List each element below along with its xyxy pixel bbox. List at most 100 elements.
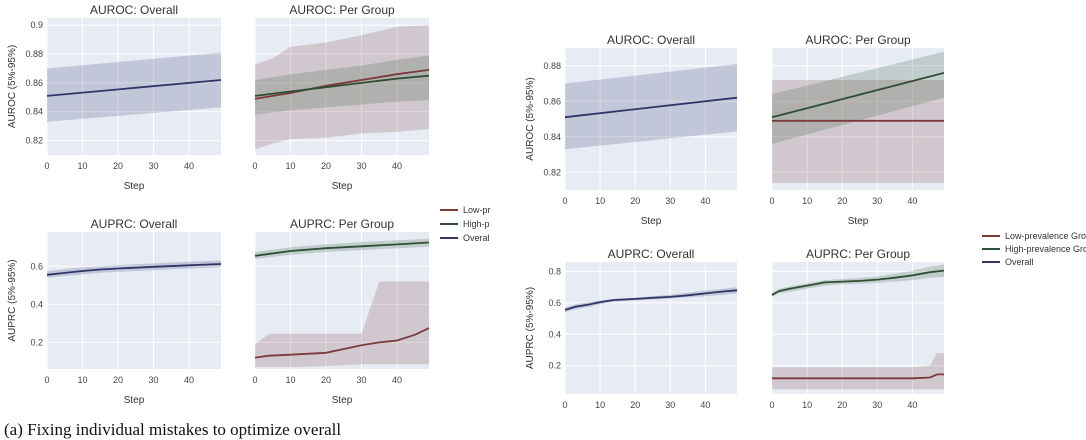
panel-7-title: AUPRC: Overall xyxy=(608,247,695,261)
panel-3-x-tick-label: 0 xyxy=(44,375,49,385)
panel-6-x-axis-label: Step xyxy=(848,216,869,227)
panel-2-line-low-pr xyxy=(254,69,430,100)
panel-1-x-axis-label: Step xyxy=(124,181,145,192)
panel-3-x-tick-label: 20 xyxy=(113,375,123,385)
panel-7-plot-area xyxy=(565,262,737,394)
panel-3-band-overall xyxy=(47,260,221,278)
panel-1-y-tick-label: 0.82 xyxy=(25,136,43,146)
panel-4-x-tick-label: 20 xyxy=(321,375,331,385)
panel-8-line-low-prevalence-group xyxy=(772,373,944,380)
panel-4-x-tick-label: 40 xyxy=(392,375,402,385)
panel-4-x-tick-label: 10 xyxy=(286,375,296,385)
panel-3-title: AUPRC: Overall xyxy=(91,217,178,231)
panel-4-plot-area xyxy=(255,232,429,369)
panel-2-x-tick-label: 0 xyxy=(252,161,257,171)
panel-4-band-low-pr xyxy=(255,281,429,368)
panel-7-y-tick-label: 0.2 xyxy=(548,361,561,371)
panel-1-y-tick-label: 0.9 xyxy=(30,20,43,30)
panel-7-y-axis-label: AUPRC (5%-95%) xyxy=(525,287,536,369)
panel-8-x-tick-label: 30 xyxy=(872,400,882,410)
panel-3-plot-area xyxy=(47,232,221,369)
panel-1-y-tick-label: 0.86 xyxy=(25,78,43,88)
panel-7-x-tick-label: 20 xyxy=(630,400,640,410)
panel-1-x-tick-label: 30 xyxy=(149,161,159,171)
panel-6-line-high-prevalence-group xyxy=(771,72,945,119)
panel-7-y-tick-label: 0.6 xyxy=(548,298,561,308)
panel-4-band-high-p xyxy=(255,238,429,259)
legend-right-entry: High-prevalence Group xyxy=(1005,244,1086,254)
figure: 0 10 20 30 40 0.82 0.84 0.86 0.88 0.9 AUROC: Overa… xyxy=(7,3,1086,410)
panel-1-x-tick-label: 10 xyxy=(78,161,88,171)
panel-3-x-axis-label: Step xyxy=(124,395,145,406)
panel-2-x-tick-label: 20 xyxy=(321,161,331,171)
panel-3-y-tick-label: 0.4 xyxy=(30,299,43,309)
panel-1-x-tick-label: 0 xyxy=(44,161,49,171)
panel-6-plot-area xyxy=(772,48,944,190)
panel-7-x-tick-label: 30 xyxy=(665,400,675,410)
legend-right-entry: Low-prevalence Group xyxy=(1005,231,1086,241)
panel-8-x-tick-label: 10 xyxy=(802,400,812,410)
panel-5-title: AUROC: Overall xyxy=(607,33,695,47)
panel-3-y-tick-label: 0.6 xyxy=(30,261,43,271)
panel-8-x-tick-label: 40 xyxy=(907,400,917,410)
panel-1-x-tick-label: 40 xyxy=(184,161,194,171)
panel-5-y-tick-label: 0.84 xyxy=(543,132,561,142)
panel-5-y-tick-label: 0.88 xyxy=(543,61,561,71)
panel-7-x-tick-label: 10 xyxy=(595,400,605,410)
panel-3-x-tick-label: 30 xyxy=(149,375,159,385)
panel-5-x-tick-label: 10 xyxy=(595,196,605,206)
panel-5-x-tick-label: 20 xyxy=(630,196,640,206)
panel-1-x-tick-label: 20 xyxy=(113,161,123,171)
panel-1-y-tick-label: 0.84 xyxy=(25,107,43,117)
panel-4-x-axis-label: Step xyxy=(332,395,353,406)
panel-3-x-tick-label: 40 xyxy=(184,375,194,385)
panel-7-y-tick-label: 0.8 xyxy=(548,266,561,276)
panel-5-x-tick-label: 0 xyxy=(562,196,567,206)
figure-caption: (a) Fixing individual mistakes to optimi… xyxy=(4,420,342,439)
panel-2-x-axis-label: Step xyxy=(332,181,353,192)
panel-8-plot-area xyxy=(772,262,944,394)
panel-6-x-tick-label: 0 xyxy=(769,196,774,206)
panel-8-x-tick-label: 20 xyxy=(837,400,847,410)
panel-2-line-high-p xyxy=(254,74,430,97)
panel-1-y-tick-label: 0.88 xyxy=(25,49,43,59)
legend-left-entry: Overal xyxy=(463,233,490,243)
panel-5-y-tick-label: 0.86 xyxy=(543,96,561,106)
legend-left-entry: High-p xyxy=(463,219,490,229)
panel-7-x-tick-label: 0 xyxy=(562,400,567,410)
panel-5-y-axis-label: AUROC (5%-95%) xyxy=(525,77,536,160)
panel-8-x-tick-label: 0 xyxy=(769,400,774,410)
panel-2-band-low-pr xyxy=(255,25,429,150)
panel-7-x-tick-label: 40 xyxy=(700,400,710,410)
panel-2-x-tick-label: 30 xyxy=(357,161,367,171)
legend-right-entry: Overall xyxy=(1005,257,1034,267)
panel-5-x-tick-label: 30 xyxy=(665,196,675,206)
panel-4-line-low-pr xyxy=(254,327,430,359)
legend-left-entry: Low-pr xyxy=(463,205,491,215)
panel-6-title: AUROC: Per Group xyxy=(805,33,911,47)
panel-3-y-axis-label: AUPRC (5%-95%) xyxy=(7,259,18,341)
panel-2-x-tick-label: 10 xyxy=(286,161,296,171)
panel-5-x-axis-label: Step xyxy=(641,216,662,227)
panel-1-title: AUROC: Overall xyxy=(90,3,178,17)
panel-5-plot-area xyxy=(565,48,737,190)
panel-6-x-tick-label: 10 xyxy=(802,196,812,206)
panel-5-x-tick-label: 40 xyxy=(700,196,710,206)
panel-6-x-tick-label: 20 xyxy=(837,196,847,206)
panel-7-y-tick-label: 0.4 xyxy=(548,329,561,339)
panel-3-line-overall xyxy=(46,263,222,276)
panel-6-x-tick-label: 30 xyxy=(872,196,882,206)
panel-1-line-overall xyxy=(46,79,222,97)
panel-1-y-axis-label: AUROC (5%-95%) xyxy=(7,45,18,128)
panel-5-y-tick-label: 0.82 xyxy=(543,167,561,177)
panel-5-line-overall xyxy=(564,96,738,119)
panel-8-line-high-prevalence-group xyxy=(771,269,945,296)
panel-6-x-tick-label: 40 xyxy=(907,196,917,206)
panel-2-plot-area xyxy=(255,18,429,155)
panel-4-x-tick-label: 30 xyxy=(357,375,367,385)
panel-2-x-tick-label: 40 xyxy=(392,161,402,171)
panel-8-title: AUPRC: Per Group xyxy=(806,247,910,261)
panel-7-band-overall xyxy=(565,287,737,313)
panel-3-x-tick-label: 10 xyxy=(78,375,88,385)
panel-4-line-high-p xyxy=(254,241,430,257)
